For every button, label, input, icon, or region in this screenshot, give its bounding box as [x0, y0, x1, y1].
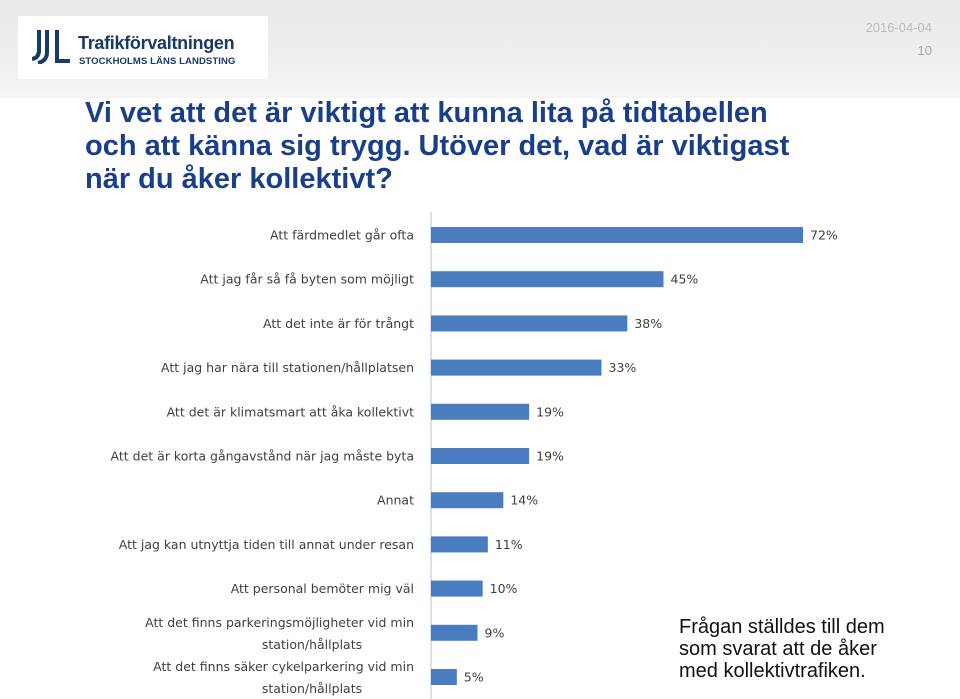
category-label-1: Att jag får så få byten som möjligt: [200, 272, 414, 287]
note-line-2: som svarat att de åker: [679, 638, 877, 660]
value-label-9: 9%: [485, 625, 505, 640]
survey-note: Frågan ställdes till dem som svarat att …: [679, 616, 885, 682]
value-label-6: 14%: [510, 493, 538, 508]
logo-subtitle: STOCKHOLMS LÄNS LANDSTING: [79, 56, 236, 67]
logo-name: Trafikförvaltningen: [78, 33, 235, 53]
value-label-7: 11%: [495, 537, 523, 552]
note-line-3: med kollektivtrafiken.: [679, 660, 866, 682]
slide-title: Vi vet att det är viktigt att kunna lita…: [85, 97, 925, 196]
category-label-2: Att det inte är för trångt: [263, 316, 414, 331]
slide-date: 2016-04-04: [865, 20, 933, 35]
category-label-9: Att det finns parkeringsmöjligheter vid …: [145, 615, 414, 652]
bar-1: [431, 271, 664, 288]
bar-6: [431, 492, 504, 509]
bar-2: [431, 315, 628, 332]
bar-7: [431, 536, 488, 553]
value-label-8: 10%: [490, 581, 518, 596]
header-bar: Trafikförvaltningen STOCKHOLMS LÄNS LAND…: [0, 0, 960, 98]
category-label-7: Att jag kan utnyttja tiden till annat un…: [119, 537, 414, 552]
logo-mark-icon: [32, 30, 70, 64]
title-line-2: och att känna sig trygg. Utöver det, vad…: [85, 130, 790, 162]
bar-3: [431, 359, 602, 376]
bar-0: [431, 227, 803, 243]
value-label-0: 72%: [810, 228, 838, 243]
note-line-1: Frågan ställdes till dem: [679, 616, 885, 638]
value-label-5: 19%: [536, 449, 564, 464]
title-line-3: när du åker kollektivt?: [85, 163, 393, 195]
category-label-5: Att det är korta gångavstånd när jag mås…: [111, 449, 414, 464]
category-label-10: Att det finns säker cykelparkering vid m…: [153, 659, 414, 696]
logo: Trafikförvaltningen STOCKHOLMS LÄNS LAND…: [18, 16, 268, 79]
category-label-4: Att det är klimatsmart att åka kollektiv…: [167, 404, 414, 419]
value-label-1: 45%: [671, 272, 699, 287]
category-label-3: Att jag har nära till stationen/hållplat…: [161, 360, 414, 375]
bar-8: [431, 580, 483, 597]
value-label-10: 5%: [464, 670, 484, 685]
category-label-0: Att färdmedlet går ofta: [270, 228, 414, 243]
title-line-1: Vi vet att det är viktigt att kunna lita…: [85, 97, 768, 129]
page-number: 10: [917, 43, 932, 58]
value-label-2: 38%: [634, 316, 662, 331]
value-label-3: 33%: [609, 360, 637, 375]
bar-10: [431, 669, 457, 685]
category-label-8: Att personal bemöter mig väl: [231, 581, 414, 596]
bar-9: [431, 624, 478, 641]
bar-4: [431, 403, 530, 420]
bar-5: [431, 448, 530, 464]
category-label-6: Annat: [377, 493, 414, 508]
value-label-4: 19%: [536, 404, 564, 419]
